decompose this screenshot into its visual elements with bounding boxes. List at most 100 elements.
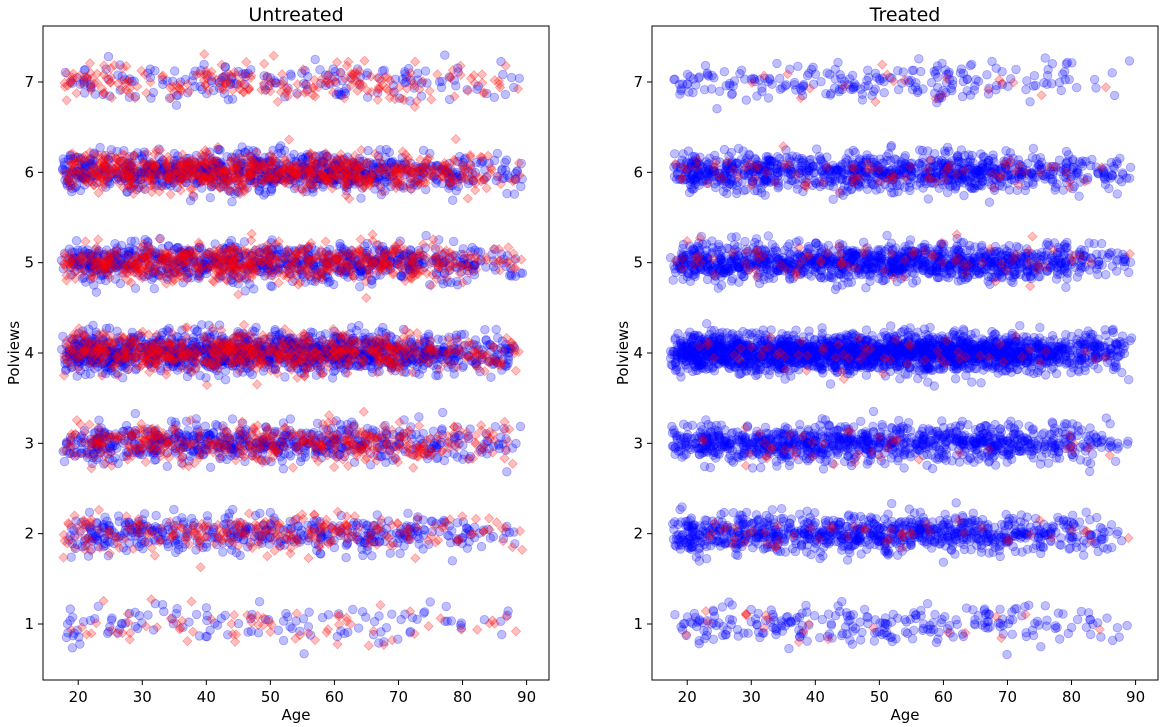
data-point [92,517,102,528]
data-point [170,547,181,558]
data-point [309,523,319,533]
data-point [500,157,510,168]
data-point [224,537,235,548]
data-point [376,627,386,637]
data-point [103,51,114,62]
data-point [452,536,462,547]
data-point [499,453,510,464]
data-point [132,623,143,634]
data-point [485,533,496,543]
data-point [260,614,271,625]
data-point [353,623,364,633]
data-point [329,535,339,546]
data-point [395,548,405,559]
data-point [483,524,493,535]
data-point [143,537,154,547]
data-point [367,551,377,561]
data-point [149,284,160,294]
data-point [72,625,82,635]
data-point [470,513,482,525]
data-point [374,536,385,546]
data-point [315,516,325,527]
data-point [114,516,125,527]
data-point [291,616,301,626]
data-point [313,540,324,550]
data-point [134,611,145,621]
data-point [379,528,389,538]
data-point [249,284,259,294]
data-point [420,66,431,76]
data-point [245,614,256,624]
data-point [500,89,511,100]
data-point [309,516,319,527]
data-point [371,537,381,547]
data-point [163,541,174,552]
data-point [65,604,76,614]
data-point [65,531,75,541]
data-point [201,525,212,535]
data-point [218,547,228,557]
data-point [299,649,309,659]
data-point [357,544,367,554]
data-point [253,628,264,638]
data-point [139,509,150,519]
data-point [193,522,204,533]
data-point [171,535,181,546]
data-point [283,523,293,534]
data-point [67,643,78,653]
data-point [190,324,200,334]
data-point [78,617,89,627]
data-point [93,601,104,612]
data-point [242,524,253,535]
data-point [393,538,403,548]
data-point [347,531,357,542]
data-point [292,533,302,543]
data-point [289,537,299,547]
data-point [198,542,208,553]
data-point [264,539,275,549]
data-point [259,190,269,200]
data-point [67,538,78,549]
data-point [418,515,429,525]
data-point [84,533,94,543]
data-point [172,535,183,545]
data-point [75,639,85,649]
data-point [88,532,98,542]
data-point [116,618,127,629]
data-point [470,522,480,533]
data-point [399,528,409,538]
data-point [241,522,251,532]
data-point [413,512,423,522]
data-point [63,628,73,638]
data-point [157,600,168,610]
data-point [434,77,445,87]
data-point [86,525,97,535]
data-point [157,528,168,538]
data-point [489,92,500,103]
data-point [75,185,86,196]
data-point [191,609,202,620]
data-point [266,520,276,530]
data-point [104,530,115,540]
data-point [516,544,528,555]
data-point [478,525,489,535]
data-point [431,519,441,529]
data-point [335,521,345,531]
data-point [126,525,137,535]
data-point [114,624,125,634]
data-point [132,524,142,535]
data-point [334,609,344,619]
data-point [235,517,245,528]
data-point [507,458,518,469]
data-point [102,628,113,639]
data-point [438,407,448,418]
data-point [255,508,265,519]
data-point [189,518,199,528]
data-point [205,462,216,473]
data-point [120,618,131,628]
data-point [414,539,424,549]
data-point [261,525,271,535]
data-point [463,525,473,535]
data-point [106,525,117,535]
data-point [267,525,277,536]
